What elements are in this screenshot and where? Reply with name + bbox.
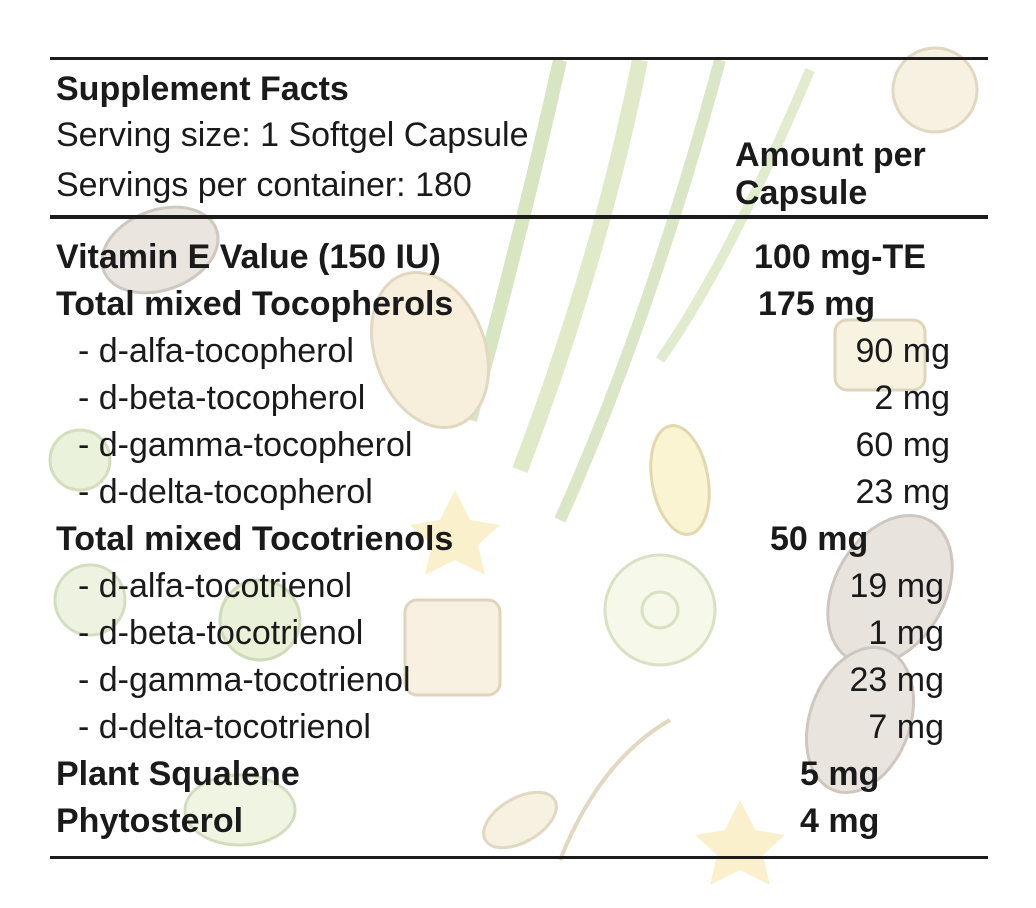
star-decoration: [695, 800, 785, 885]
cube-decoration: [403, 598, 502, 697]
kiwi-center-decoration: [640, 590, 680, 630]
serving-size: Serving size: 1 Softgel Capsule: [56, 116, 529, 154]
nutrient-name: Plant Squalene: [56, 755, 300, 793]
nutrient-row: - d-beta-tocotrienol 1 mg: [0, 613, 1036, 657]
star-decoration: [410, 490, 500, 575]
kiwi-slice-decoration: [603, 553, 717, 667]
almond-decoration: [804, 645, 916, 795]
nutrient-row: Total mixed Tocopherols 175 mg: [0, 284, 1036, 328]
nutrient-amount: 100 mg-TE: [754, 238, 926, 276]
leaf-decoration: [558, 718, 671, 861]
nutrient-amount: 50 mg: [770, 520, 869, 558]
nutrient-name: - d-gamma-tocopherol: [78, 426, 413, 464]
amount-column-header: Amount per Capsule: [735, 136, 926, 212]
nutrient-row: - d-gamma-tocopherol 60 mg: [0, 425, 1036, 469]
nutrient-row: Vitamin E Value (150 IU) 100 mg-TE: [0, 237, 1036, 281]
nutrient-name: Vitamin E Value (150 IU): [56, 238, 441, 276]
bottom-rule: [50, 856, 988, 859]
seed-decoration: [649, 424, 711, 536]
nutrient-amount: 60 mg: [855, 426, 951, 464]
nutrient-name: Total mixed Tocopherols: [56, 285, 454, 323]
nutrient-amount: 4 mg: [800, 802, 880, 840]
nutrient-row: - d-alfa-tocotrienol 19 mg: [0, 566, 1036, 610]
nutrient-amount: 1 mg: [868, 614, 944, 652]
nutrient-amount: 7 mg: [868, 708, 944, 746]
nutrient-name: - d-beta-tocopherol: [78, 379, 366, 417]
nutrient-row: - d-delta-tocotrienol 7 mg: [0, 707, 1036, 751]
nutrient-row: - d-delta-tocopherol 23 mg: [0, 472, 1036, 516]
nutrient-row: - d-alfa-tocopherol 90 mg: [0, 331, 1036, 375]
nutrient-row: Phytosterol 4 mg: [0, 801, 1036, 845]
nutrient-amount: 175 mg: [758, 285, 876, 323]
nutrient-name: - d-delta-tocopherol: [78, 473, 373, 511]
nutrient-row: - d-gamma-tocotrienol 23 mg: [0, 660, 1036, 704]
nutrient-amount: 19 mg: [849, 567, 945, 605]
nutrient-amount: 23 mg: [855, 473, 951, 511]
cube-decoration: [833, 318, 927, 392]
nutrient-row: - d-beta-tocopherol 2 mg: [0, 378, 1036, 422]
almond-decoration: [100, 205, 220, 295]
leaf-decoration: [183, 773, 297, 847]
nutrient-name: Total mixed Tocotrienols: [56, 520, 454, 558]
nutrient-amount: 90 mg: [855, 332, 951, 370]
pea-decoration: [48, 428, 112, 492]
nutrient-row: Total mixed Tocotrienols 50 mg: [0, 519, 1036, 563]
nutrient-row: Plant Squalene 5 mg: [0, 754, 1036, 798]
nutrient-name: - d-beta-tocotrienol: [78, 614, 364, 652]
pea-decoration: [53, 563, 127, 637]
leaf-stalk-decoration: [512, 58, 648, 473]
amount-header-line2: Capsule: [735, 174, 868, 212]
nutrient-amount: 23 mg: [849, 661, 945, 699]
nutrient-name: Phytosterol: [56, 802, 244, 840]
nutrient-name: - d-gamma-tocotrienol: [78, 661, 411, 699]
leaf-decoration: [482, 790, 558, 850]
nutrient-name: - d-alfa-tocotrienol: [78, 567, 353, 605]
servings-per-container: Servings per container: 180: [56, 166, 472, 204]
nutrient-amount: 5 mg: [800, 755, 880, 793]
leaf-stalk-decoration: [655, 68, 815, 363]
nutrient-name: - d-delta-tocotrienol: [78, 708, 371, 746]
pea-decoration: [218, 578, 302, 662]
coin-decoration: [891, 46, 979, 134]
seed-decoration: [370, 271, 490, 429]
leaf-stalk-decoration: [554, 58, 726, 523]
nutrient-amount: 2 mg: [874, 379, 950, 417]
header-rule: [50, 215, 988, 219]
top-rule: [50, 57, 988, 60]
nutrient-name: - d-alfa-tocopherol: [78, 332, 354, 370]
amount-header-line1: Amount per: [735, 136, 926, 174]
panel-title: Supplement Facts: [56, 70, 349, 108]
